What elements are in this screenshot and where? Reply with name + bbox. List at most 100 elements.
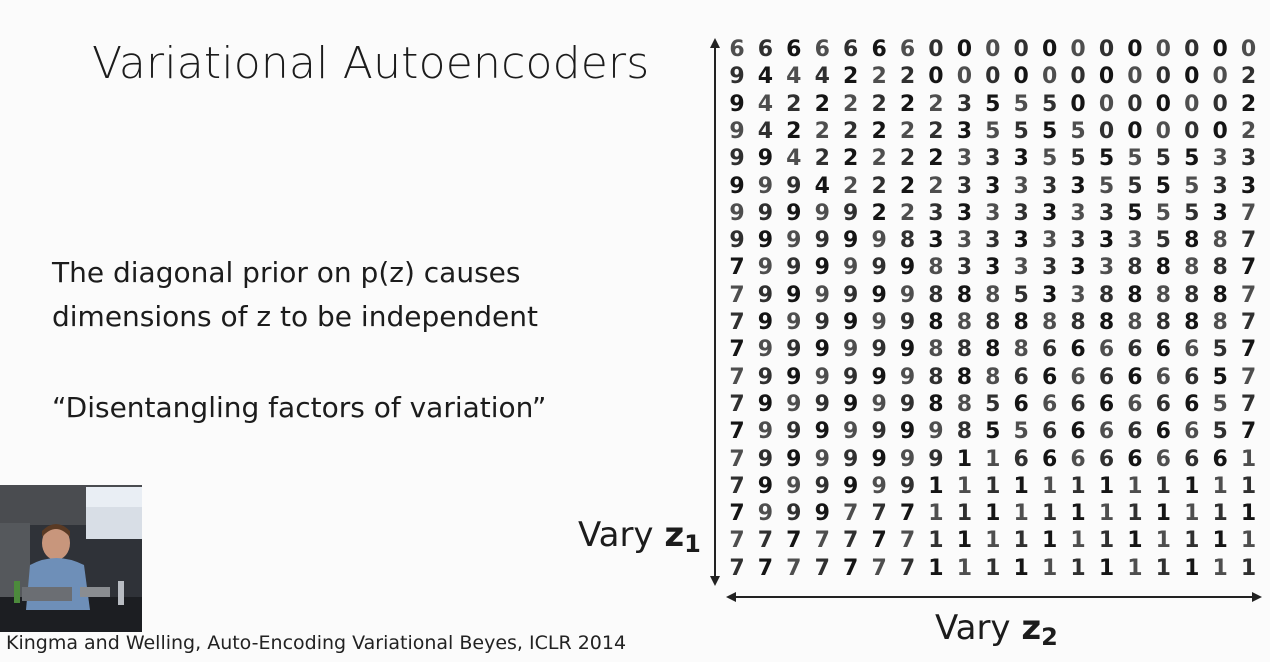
digit-cell: 6: [1041, 419, 1058, 445]
digit-cell: 6: [1155, 419, 1171, 445]
digit-cell: 1: [956, 555, 973, 581]
digit-cell: 3: [1240, 146, 1257, 172]
digit-cell: 5: [985, 118, 1001, 144]
digit-cell: 7: [814, 555, 830, 581]
digit-cell: 2: [899, 173, 916, 199]
digit-cell: 7: [1240, 419, 1257, 445]
digit-cell: 7: [899, 555, 916, 581]
digit-cell: 9: [786, 501, 802, 527]
y-axis-arrowhead-bottom: [710, 576, 720, 586]
digit-cell: 9: [843, 200, 859, 226]
digit-cell: 3: [1013, 146, 1029, 172]
digit-cell: 1: [985, 528, 1001, 554]
digit-cell: 2: [1240, 91, 1257, 117]
digit-cell: 8: [1155, 310, 1171, 335]
digit-cell: 4: [757, 91, 774, 117]
digit-cell: 6: [1098, 446, 1115, 472]
digit-cell: 9: [786, 173, 802, 199]
digit-cell: 1: [985, 501, 1001, 527]
digit-cell: 0: [1184, 64, 1200, 90]
digit-cell: 9: [814, 310, 830, 335]
digit-cell: 9: [871, 282, 887, 308]
digit-cell: 8: [1098, 310, 1115, 335]
digit-cell: 1: [1240, 528, 1257, 554]
digit-cell: 2: [899, 64, 916, 90]
digit-cell: 0: [1070, 91, 1086, 117]
digit-cell: 7: [871, 501, 887, 527]
digit-cell: 0: [928, 64, 944, 90]
digit-cell: 0: [1212, 91, 1228, 117]
digit-cell: 1: [1184, 555, 1200, 581]
digit-cell: 9: [843, 364, 859, 390]
digit-cell: 2: [843, 64, 859, 90]
digit-cell: 9: [757, 255, 774, 281]
digit-cell: 8: [1127, 310, 1143, 335]
digit-cell: 3: [1070, 173, 1086, 199]
digit-cell: 5: [1212, 364, 1228, 390]
digit-cell: 0: [1212, 37, 1228, 62]
digit-cell: 9: [814, 446, 830, 472]
digit-cell: 3: [956, 228, 973, 254]
digit-cell: 9: [814, 501, 830, 527]
digit-cell: 1: [1155, 501, 1171, 527]
digit-cell: 0: [928, 37, 944, 62]
digit-cell: 6: [814, 37, 830, 62]
digit-cell: 3: [1041, 282, 1058, 308]
digit-cell: 1: [1184, 528, 1200, 554]
digit-cell: 1: [1013, 473, 1029, 499]
digit-cell: 1: [1098, 473, 1115, 499]
digit-cell: 9: [899, 255, 916, 281]
digit-cell: 6: [899, 37, 916, 62]
digit-cell: 1: [985, 473, 1001, 499]
digit-cell: 0: [1098, 37, 1115, 62]
digit-cell: 9: [843, 419, 859, 445]
digit-cell: 9: [843, 446, 859, 472]
digit-cell: 9: [871, 419, 887, 445]
digit-cell: 9: [814, 419, 830, 445]
digit-cell: 7: [1240, 255, 1257, 281]
digit-cell: 9: [757, 364, 774, 390]
digit-cell: 2: [871, 200, 887, 226]
digit-cell: 7: [729, 391, 745, 417]
digit-cell: 8: [1127, 282, 1143, 308]
digit-cell: 9: [786, 200, 802, 226]
digit-cell: 5: [1013, 419, 1029, 445]
digit-cell: 9: [814, 228, 830, 254]
speaker-video-image: [0, 485, 142, 632]
digit-cell: 0: [1098, 64, 1115, 90]
digit-cell: 8: [985, 310, 1001, 335]
digit-cell: 8: [956, 364, 973, 390]
digit-cell: 2: [871, 118, 887, 144]
digit-cell: 7: [757, 555, 774, 581]
digit-cell: 2: [871, 146, 887, 172]
digit-cell: 9: [729, 173, 745, 199]
digit-cell: 8: [899, 228, 916, 254]
digit-cell: 9: [843, 255, 859, 281]
digit-cell: 4: [786, 146, 802, 172]
digit-cell: 9: [843, 473, 859, 499]
speaker-video-thumbnail[interactable]: [0, 485, 142, 632]
digit-cell: 5: [1041, 146, 1058, 172]
digit-cell: 5: [1098, 146, 1115, 172]
digit-cell: 6: [1098, 419, 1115, 445]
digit-cell: 8: [1098, 282, 1115, 308]
digit-cell: 1: [1240, 446, 1257, 472]
digit-cell: 0: [1155, 118, 1171, 144]
digit-cell: 0: [1098, 118, 1115, 144]
digit-cell: 8: [985, 364, 1001, 390]
digit-cell: 1: [1184, 501, 1200, 527]
digit-cell: 8: [1212, 228, 1228, 254]
digit-cell: 7: [843, 501, 859, 527]
digit-cell: 6: [1127, 337, 1143, 363]
digit-cell: 6: [1184, 419, 1200, 445]
digit-cell: 7: [757, 528, 774, 554]
digit-cell: 9: [871, 228, 887, 254]
digit-cell: 9: [814, 200, 830, 226]
digit-cell: 7: [729, 528, 745, 554]
digit-cell: 3: [1098, 255, 1115, 281]
digit-cell: 8: [1013, 337, 1029, 363]
digit-cell: 5: [1041, 118, 1058, 144]
digit-cell: 8: [956, 337, 973, 363]
digit-cell: 5: [985, 91, 1001, 117]
digit-cell: 9: [786, 473, 802, 499]
